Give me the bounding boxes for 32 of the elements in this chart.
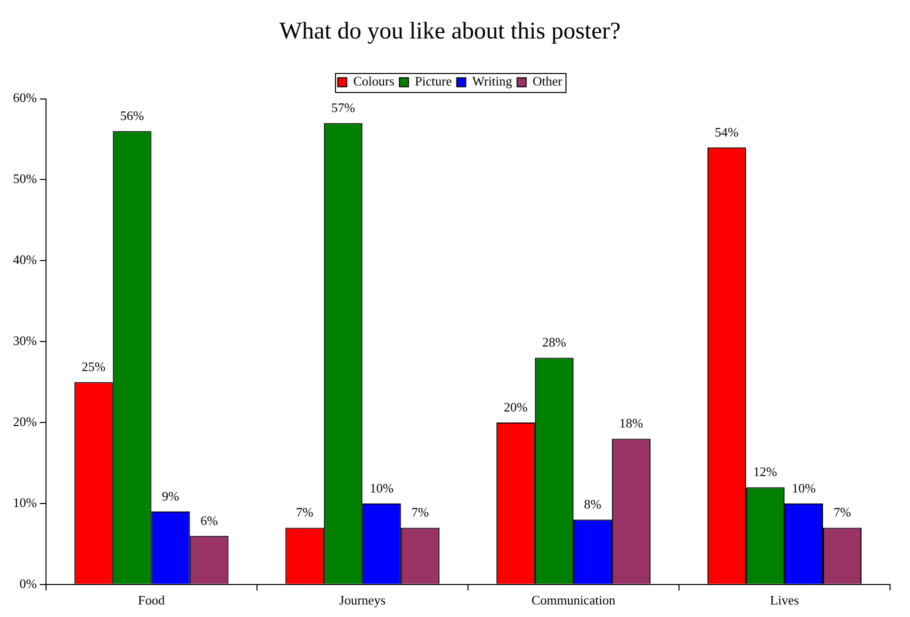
- y-tick-label: 50%: [12, 171, 37, 186]
- data-label: 54%: [714, 124, 739, 140]
- y-tick-label: 30%: [12, 333, 37, 348]
- legend-label: Writing: [472, 74, 513, 89]
- x-tick-label: Lives: [770, 592, 799, 608]
- legend-label: Picture: [414, 74, 452, 89]
- data-label: 12%: [753, 464, 778, 480]
- data-label: 8%: [584, 496, 602, 512]
- x-tick-label: Journeys: [339, 592, 386, 608]
- data-label: 57%: [331, 100, 356, 115]
- y-tick-label: 10%: [12, 494, 37, 510]
- data-label: 10%: [370, 480, 394, 496]
- data-label: 20%: [504, 399, 528, 414]
- x-tick-label: Food: [138, 592, 166, 608]
- data-label: 9%: [162, 488, 180, 504]
- data-label: 6%: [200, 512, 218, 528]
- data-label: 7%: [411, 504, 429, 520]
- legend-label: Other: [532, 74, 563, 89]
- chart-title: What do you like about this poster?: [279, 18, 621, 45]
- legend-label: Colours: [353, 74, 394, 89]
- y-tick-label: 40%: [12, 252, 37, 268]
- x-tick-label: Communication: [532, 592, 616, 608]
- data-label: 25%: [82, 358, 106, 374]
- data-label: 56%: [120, 108, 144, 124]
- y-tick-label: 60%: [12, 90, 37, 106]
- data-label: 18%: [619, 416, 644, 431]
- y-tick-label: 0%: [19, 576, 37, 591]
- data-label: 28%: [542, 334, 566, 350]
- data-label: 7%: [834, 504, 852, 520]
- data-label: 10%: [792, 480, 816, 496]
- data-label: 7%: [296, 504, 314, 520]
- y-tick-label: 20%: [12, 414, 37, 429]
